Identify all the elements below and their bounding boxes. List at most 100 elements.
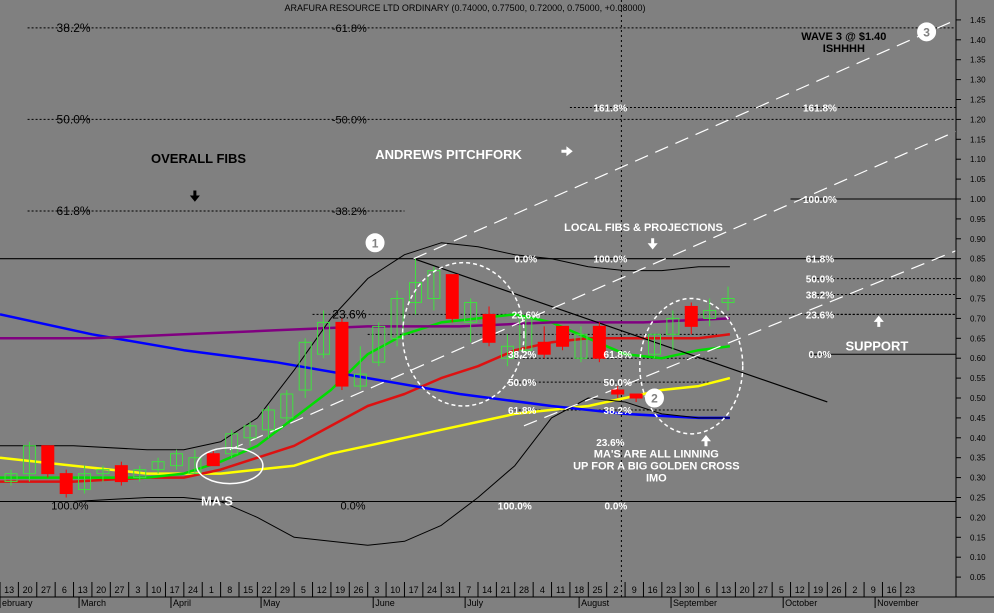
candle-body	[390, 298, 404, 339]
candle-body	[721, 298, 735, 303]
candle-body	[372, 325, 386, 363]
x-tick-label: 20	[23, 585, 33, 595]
fib-label: -50.0%	[332, 114, 367, 126]
arrow-right-icon	[561, 146, 573, 157]
wave-marker-label: 1	[372, 236, 379, 250]
y-tick-label: 0.10	[970, 553, 986, 562]
annotation-shapes: 1 2 3	[189, 22, 937, 485]
candle-body	[114, 465, 128, 483]
candle-body	[78, 473, 92, 491]
highlight-ellipse	[401, 261, 525, 407]
candle-body	[445, 274, 459, 319]
y-tick-label: 0.70	[970, 314, 986, 323]
candle-body	[611, 389, 625, 395]
x-tick-label: 2	[852, 585, 857, 595]
candle-body	[556, 325, 570, 347]
x-tick-label: 9	[871, 585, 876, 595]
x-tick-label: 31	[445, 585, 455, 595]
x-tick-label: 29	[280, 585, 290, 595]
annotation-text: MA'S	[201, 493, 233, 508]
candle-body	[519, 317, 533, 351]
x-tick-label: 8	[227, 585, 232, 595]
y-tick-label: 0.40	[970, 434, 986, 443]
y-tick-label: 1.45	[970, 16, 986, 25]
y-tick-label: 1.15	[970, 135, 986, 144]
fib-label: 61.8%	[508, 406, 536, 417]
fib-label: 100.0%	[593, 255, 627, 266]
series-line-5	[0, 242, 730, 451]
y-tick-label: 0.25	[970, 494, 986, 503]
candle-body	[298, 341, 312, 391]
fib-label: 23.6%	[596, 438, 624, 449]
x-tick-label: 25	[592, 585, 602, 595]
candle-body	[225, 433, 239, 455]
x-tick-label: 7	[466, 585, 471, 595]
month-label: July	[467, 598, 484, 608]
y-tick-label: 0.65	[970, 334, 986, 343]
y-tick-label: 0.60	[970, 354, 986, 363]
candle-body	[537, 341, 551, 355]
x-tick-label: 18	[574, 585, 584, 595]
candle-body	[666, 317, 680, 335]
arrow-down-icon	[189, 190, 200, 202]
chart-title: ARAFURA RESOURCE LTD ORDINARY (0.74000, …	[285, 3, 646, 13]
y-tick-label: 1.05	[970, 175, 986, 184]
month-label: October	[785, 598, 817, 608]
x-tick-label: 27	[758, 585, 768, 595]
candle-body	[4, 473, 18, 483]
y-tick-label: 0.35	[970, 454, 986, 463]
candle-body	[261, 409, 275, 431]
wave-marker-label: 3	[923, 25, 930, 39]
candle-body	[684, 305, 698, 327]
y-tick-label: 0.95	[970, 215, 986, 224]
series-line-1	[0, 333, 731, 483]
x-tick-label: 2	[613, 585, 618, 595]
fib-label: 0.0%	[514, 255, 537, 266]
x-tick-label: 26	[831, 585, 841, 595]
month-label: August	[581, 598, 610, 608]
candle-body	[317, 321, 331, 355]
candle-body	[464, 301, 478, 323]
y-tick-label: 0.30	[970, 474, 986, 483]
y-tick-label: 1.10	[970, 155, 986, 164]
x-tick-label: 9	[632, 585, 637, 595]
candle-body	[703, 309, 717, 319]
wave-marker-circle	[917, 22, 937, 42]
fib-label: 100.0%	[51, 500, 89, 512]
y-tick-label: 0.05	[970, 573, 986, 582]
x-tick-label: 6	[62, 585, 67, 595]
fib-label: 61.8%	[57, 204, 91, 218]
x-tick-label: 12	[317, 585, 327, 595]
x-tick-label: 23	[905, 585, 915, 595]
month-label: June	[375, 598, 395, 608]
fib-label: 50.0%	[604, 378, 632, 389]
x-tick-label: 27	[41, 585, 51, 595]
trendline	[229, 130, 957, 451]
trendline	[413, 258, 828, 403]
candle-body	[574, 333, 588, 359]
fib-label: -38.2%	[332, 206, 367, 218]
y-tick-label: 0.15	[970, 533, 986, 542]
wave-marker-2: 2	[644, 388, 664, 408]
x-tick-label: 23	[666, 585, 676, 595]
fib-label: 38.2%	[57, 21, 91, 35]
y-tick-label: 0.50	[970, 394, 986, 403]
y-tick-label: 0.20	[970, 513, 986, 522]
x-tick-label: 17	[170, 585, 180, 595]
candle-body	[59, 473, 73, 495]
x-tick-label: 11	[556, 585, 565, 595]
fib-label: 61.8%	[806, 255, 834, 266]
series-line-4	[0, 317, 730, 340]
annotation-text: IMO	[646, 473, 667, 485]
wave-marker-label: 2	[651, 392, 658, 406]
month-label: ebruary	[2, 598, 33, 608]
y-tick-label: 1.20	[970, 115, 986, 124]
month-label: November	[877, 598, 919, 608]
x-tick-label: 30	[684, 585, 694, 595]
month-label: March	[81, 598, 106, 608]
x-tick-label: 14	[482, 585, 492, 595]
fib-label: 0.0%	[340, 500, 365, 512]
annotation-text: UP FOR A BIG GOLDEN CROSS	[573, 461, 739, 473]
x-tick-label: 12	[795, 585, 805, 595]
